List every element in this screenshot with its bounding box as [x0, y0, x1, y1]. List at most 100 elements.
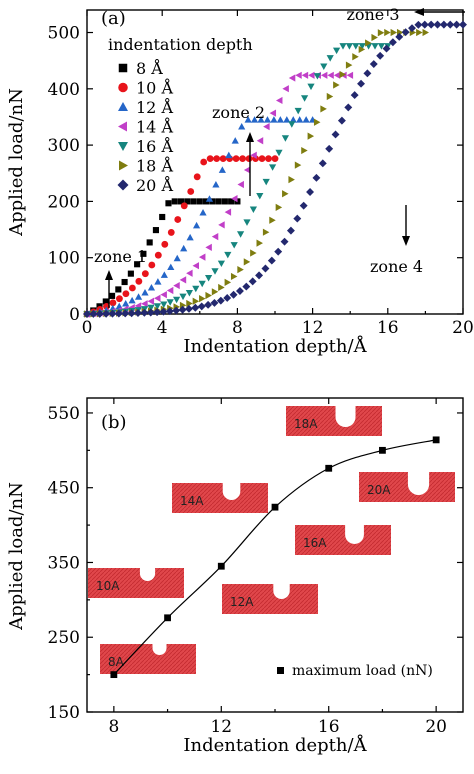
panel-a-data-point [263, 123, 270, 131]
panel-a-data-point [275, 96, 283, 105]
panel-b-x-tick-label: 12 [210, 717, 232, 737]
panel-a-data-point [102, 309, 111, 318]
panel-a-data-point [261, 264, 270, 273]
inset-label: 10A [96, 579, 120, 593]
panel-a-data-point [243, 258, 251, 266]
panel-a-data-point [369, 60, 378, 69]
panel-a-data-point [257, 116, 265, 123]
panel-a-data-point [242, 282, 251, 291]
panel-a-data-point [357, 79, 365, 88]
panel-a-data-point [275, 203, 283, 211]
panel-a-data-point [230, 272, 238, 281]
indent-cavity [139, 568, 156, 581]
panel-a-x-tick-label: 20 [452, 318, 474, 338]
panel-b-legend: maximum load (nN) [277, 663, 433, 679]
substrate-block [100, 644, 196, 674]
panel-a-legend-label: 14 Å [136, 117, 173, 137]
panel-a-data-point [267, 256, 276, 265]
panel-a-data-point [256, 137, 264, 145]
panel-a-data-point [204, 300, 213, 309]
panel-a-data-point [258, 155, 266, 163]
panel-a-data-point [180, 244, 188, 252]
panel-a-data-point [281, 135, 289, 142]
zone-3-label: zone 3 [346, 5, 399, 24]
panel-a-data-point [365, 39, 372, 47]
panel-a-data-point [122, 290, 130, 298]
panel-a-data-point [333, 47, 341, 55]
zone-1-annotation: zone 1 [94, 247, 147, 308]
panel-b-y-tick-label: 150 [48, 703, 80, 723]
indent-inset: 18A [286, 406, 382, 436]
panel-a-legend-marker [118, 142, 128, 151]
panel-b-data-point [271, 503, 279, 511]
panel-a-data-point [127, 270, 134, 277]
panel-a-data-point [243, 166, 251, 174]
panel-a-data-point [140, 250, 147, 257]
panel-a-data-point [263, 116, 272, 123]
panel-a-data-point [178, 305, 187, 314]
panel-a-data-point [146, 239, 153, 246]
panel-a-data-point [185, 290, 193, 297]
panel-a-data-point [147, 297, 155, 305]
panel-a-data-point [215, 198, 222, 205]
panel-a-data-point [270, 116, 278, 123]
panel-a-data-point [331, 130, 340, 139]
panel-a-data-point [446, 20, 455, 29]
panel-a-data-point [358, 45, 366, 54]
panel-a-data-point [223, 293, 232, 302]
indent-cavity [152, 644, 167, 656]
panel-a-data-point [288, 74, 296, 82]
panel-a-data-point [109, 299, 117, 307]
panel-a-data-point [282, 85, 289, 93]
panel-a-data-point [414, 20, 423, 29]
panel-a-data-point [102, 298, 109, 305]
panel-a-data-point [288, 176, 295, 184]
panel-a-data-point [358, 43, 366, 50]
panel-a-data-point [271, 155, 279, 163]
panel-a-y-tick-label: 300 [48, 136, 80, 156]
panel-a-data-point [250, 116, 259, 123]
panel-a-data-point [211, 288, 219, 296]
panel-a-legend-label: 10 Å [136, 78, 173, 98]
panel-b-y-tick-label: 550 [48, 404, 80, 424]
panel-a-y-tick-label: 500 [48, 24, 80, 44]
panel-a-data-point [154, 251, 162, 259]
panel-a-legend-marker [119, 160, 128, 171]
panel-a-data-point [286, 226, 295, 235]
panel-a-data-point [318, 159, 327, 168]
panel-a-x-tick-label: 0 [82, 318, 93, 338]
panel-a-data-point [346, 71, 354, 79]
panel-b-data-point [432, 436, 440, 444]
panel-a-data-point [308, 71, 315, 79]
inset-label: 20A [367, 483, 391, 497]
panel-b-y-tick-label: 250 [48, 628, 80, 648]
panel-a-data-point [377, 43, 385, 50]
panel-a-x-tick-label: 8 [232, 318, 243, 338]
panel-a-data-point [217, 260, 225, 268]
indent-inset: 10A [88, 568, 184, 598]
panel-a-data-point [224, 208, 232, 216]
panel-a-data-point [146, 308, 155, 317]
panel-a-data-point [134, 309, 142, 318]
panel-a-data-point [350, 91, 359, 100]
panel-a-data-point [229, 290, 238, 299]
panel-b-data-point [217, 562, 225, 570]
panel-a-data-point [191, 303, 200, 312]
substrate-block [172, 483, 268, 513]
panel-a-data-point [250, 249, 257, 257]
panel-a-data-point [186, 233, 194, 241]
panel-a-data-point [166, 286, 174, 295]
panel-a-data-point [337, 116, 346, 125]
panel-a-data-point [345, 43, 353, 50]
panel-a-data-point [193, 173, 201, 181]
panel-a-data-point [172, 306, 181, 315]
panel-a-data-point [128, 296, 136, 304]
panel-a-data-point [228, 198, 235, 205]
panel-a-data-point [265, 155, 272, 163]
panel-a-data-point [293, 214, 302, 223]
panel-a-data-point [179, 276, 187, 284]
panel-a-data-point [363, 69, 372, 78]
substrate-block [222, 584, 318, 614]
panel-a-data-point [200, 158, 208, 166]
